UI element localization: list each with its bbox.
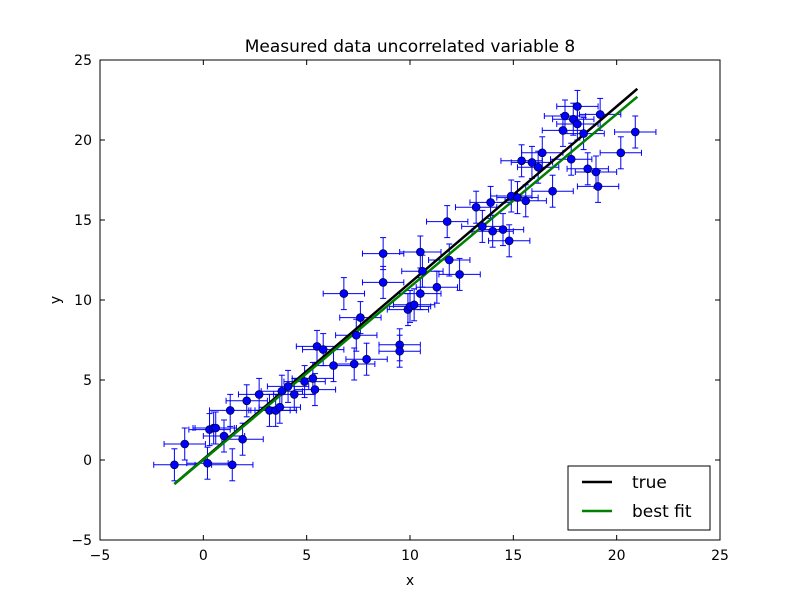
data-point <box>211 423 221 433</box>
legend-true-label: true <box>632 473 667 493</box>
data-point <box>378 278 388 287</box>
data-point <box>310 385 320 394</box>
plot-area <box>153 87 657 485</box>
data-point <box>444 255 454 265</box>
x-tick-label: 0 <box>199 548 208 564</box>
data-point <box>527 158 537 167</box>
data-point <box>504 236 514 246</box>
data-point <box>583 164 593 174</box>
y-tick-label: 10 <box>74 293 92 309</box>
y-tick-label: 15 <box>74 213 92 229</box>
data-point <box>329 361 338 370</box>
data-point <box>227 460 237 470</box>
y-axis-label: y <box>48 296 64 304</box>
data-point <box>203 458 212 468</box>
data-point <box>513 193 522 202</box>
data-point <box>579 129 588 138</box>
data-point <box>471 202 481 212</box>
data-point <box>488 226 497 236</box>
x-tick-label: 25 <box>711 548 729 564</box>
data-point <box>432 282 442 292</box>
data-point <box>521 196 531 206</box>
data-point <box>219 431 229 441</box>
x-tick-label: 15 <box>504 548 522 564</box>
data-point <box>630 127 640 137</box>
x-tick-label: 10 <box>401 548 419 564</box>
data-point <box>591 167 601 177</box>
data-point <box>566 154 576 164</box>
data-point <box>442 217 452 226</box>
data-point <box>416 289 425 298</box>
data-point <box>308 374 318 383</box>
best-fit-line <box>173 95 639 485</box>
data-point <box>254 390 264 399</box>
data-point <box>416 247 425 257</box>
data-point <box>349 359 359 369</box>
data-point <box>170 460 179 470</box>
data-point-errorbar <box>496 181 539 215</box>
data-point <box>548 186 557 196</box>
data-point <box>418 266 427 276</box>
data-point <box>455 270 464 279</box>
data-point <box>533 162 543 172</box>
chart-title: Measured data uncorrelated variable 8 <box>245 37 575 57</box>
legend: true best fit <box>567 465 711 531</box>
x-tick-label: 20 <box>608 548 626 564</box>
data-point <box>517 156 526 166</box>
y-tick-label: 0 <box>83 453 92 469</box>
data-point <box>238 434 247 444</box>
data-point <box>409 300 419 310</box>
data-point <box>339 289 349 298</box>
data-point <box>537 148 547 158</box>
data-point <box>378 249 388 258</box>
axis-ticks: −5 0 5 10 15 20 25 −5 0 5 10 15 20 25 <box>71 53 729 564</box>
data-point <box>573 119 582 129</box>
data-point <box>289 390 299 399</box>
data-point <box>351 330 361 340</box>
data-point <box>616 148 626 158</box>
data-point <box>180 439 190 449</box>
data-point <box>573 102 582 111</box>
data-point <box>356 313 365 322</box>
data-point <box>242 396 252 406</box>
data-point <box>593 182 603 191</box>
data-point <box>478 222 487 231</box>
y-tick-label: 5 <box>83 373 92 389</box>
y-tick-label: 20 <box>74 133 92 149</box>
data-point <box>558 126 568 135</box>
data-point <box>560 111 570 121</box>
data-point <box>395 346 404 356</box>
data-point <box>275 402 285 412</box>
data-point <box>318 345 328 354</box>
data-point <box>277 386 287 396</box>
data-point <box>300 377 309 386</box>
x-axis-label: x <box>406 573 414 589</box>
data-point <box>595 110 605 119</box>
x-tick-label: −5 <box>90 548 111 564</box>
data-point <box>225 406 235 415</box>
legend-fit-label: best fit <box>632 502 692 522</box>
x-tick-label: 5 <box>302 548 311 564</box>
data-point <box>283 382 293 391</box>
data-point <box>362 354 371 364</box>
y-tick-label: 25 <box>74 53 92 69</box>
legend-box <box>567 465 711 531</box>
y-tick-label: −5 <box>71 533 92 549</box>
data-point <box>486 198 495 207</box>
data-point <box>498 225 508 234</box>
